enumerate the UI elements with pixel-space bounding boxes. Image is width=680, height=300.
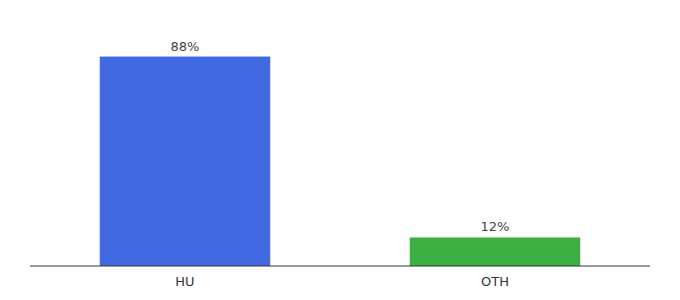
x-axis-line [30,266,650,267]
chart: 88% 12% HU OTH [0,0,680,300]
data-label: 88% [171,39,200,54]
x-tick-label: HU [175,274,194,289]
chart-container: 88% 12% HU OTH [0,0,680,300]
bar [410,237,581,266]
bars [100,57,581,266]
data-label: 12% [481,219,510,234]
x-tick-label: OTH [481,274,509,289]
bar [100,57,271,266]
